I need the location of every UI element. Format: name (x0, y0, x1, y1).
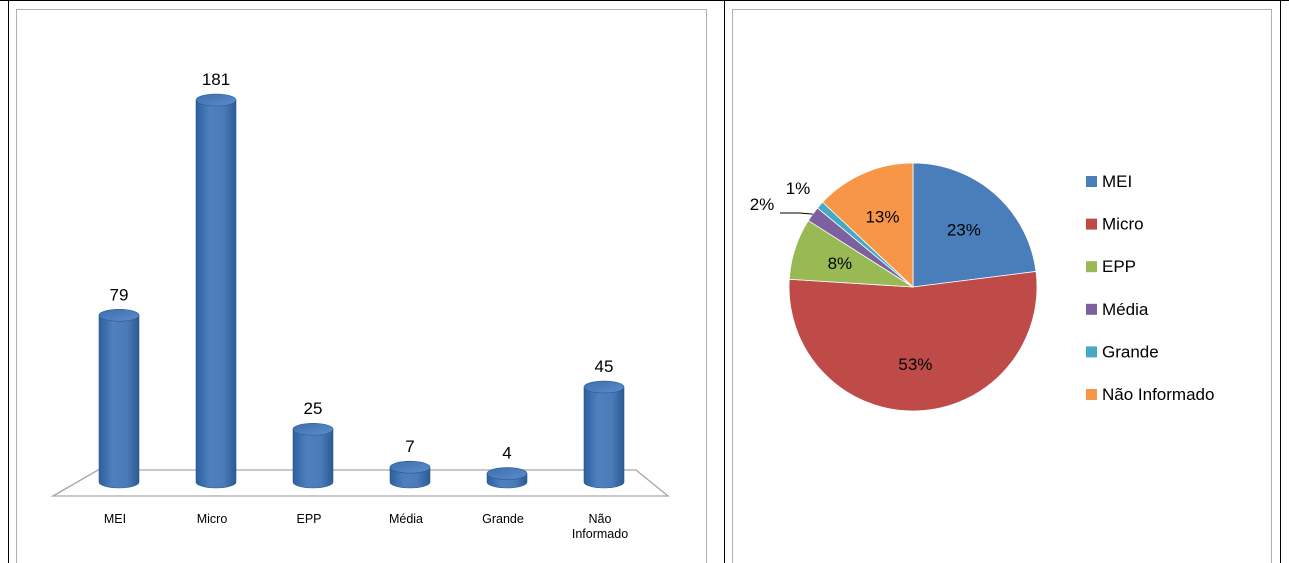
category-label: Informado (572, 527, 628, 541)
legend-swatch (1086, 176, 1097, 187)
category-label: Não (589, 512, 612, 526)
bar-data-label: 181 (202, 70, 230, 89)
pie-data-label: 2% (750, 195, 775, 214)
bar-média (389, 460, 431, 489)
legend-label: Não Informado (1102, 385, 1214, 404)
bar-chart-frame (16, 9, 707, 563)
chart-floor (50, 469, 670, 497)
bar-data-label: 45 (595, 357, 614, 376)
pie-data-label: 1% (786, 179, 811, 198)
legend-label: Micro (1102, 215, 1144, 234)
category-label: Grande (482, 512, 524, 526)
bar-epp (292, 422, 334, 489)
pie-data-label: 23% (947, 220, 981, 239)
bar-chart: 79 MEI 181 Micro 25 EPP 7 Média 4 Grande 45 NãoInfo… (50, 70, 670, 541)
category-label: MEI (104, 512, 126, 526)
bar-data-label: 4 (502, 444, 511, 463)
pie-slice-mei (912, 162, 1037, 288)
pie-chart-frame (732, 9, 1272, 563)
legend-swatch (1086, 261, 1097, 273)
legend-label: Grande (1102, 342, 1159, 361)
category-label: Micro (197, 512, 228, 526)
bar-data-label: 25 (304, 399, 323, 418)
bar-data-label: 7 (405, 437, 414, 456)
leader-line (780, 212, 813, 215)
legend-label: Média (1102, 300, 1149, 319)
legend-swatch (1086, 346, 1097, 358)
bar-micro (195, 93, 237, 489)
pie-slice-micro (788, 271, 1038, 412)
table-top-border (0, 0, 1289, 1)
bar-mei (98, 308, 140, 489)
pie-data-label: 13% (865, 207, 899, 226)
bar-data-label: 79 (110, 285, 129, 304)
bar-não-informado (583, 380, 625, 489)
table-right-border (1280, 0, 1281, 563)
pie-slice-não-informado (822, 162, 914, 288)
bar-grande (486, 467, 528, 489)
legend-label: EPP (1102, 257, 1136, 276)
legend-label: MEI (1102, 172, 1132, 191)
category-label: EPP (296, 512, 321, 526)
legend-swatch (1086, 389, 1097, 400)
legend-swatch (1086, 303, 1097, 315)
pie-data-label: 8% (828, 254, 853, 273)
table-middle-border (724, 0, 725, 563)
pie-data-label: 53% (898, 355, 932, 374)
category-label: Média (389, 512, 423, 526)
table-left-border (8, 0, 9, 563)
legend-swatch (1086, 218, 1097, 230)
